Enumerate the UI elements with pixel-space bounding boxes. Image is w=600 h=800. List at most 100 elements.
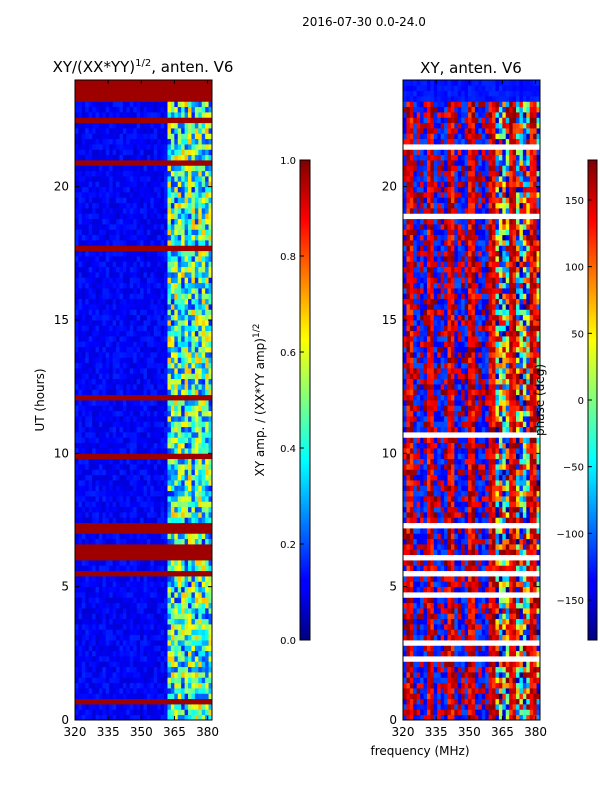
heatmap-cell xyxy=(153,181,158,188)
heatmap-cell xyxy=(85,464,90,470)
heatmap-cell xyxy=(105,464,110,470)
heatmap-cell xyxy=(150,101,155,108)
heatmap-cell xyxy=(181,266,185,273)
heatmap-cell xyxy=(88,389,93,396)
heatmap-cell xyxy=(157,698,162,705)
heatmap-cell xyxy=(75,698,79,705)
heatmap-cell xyxy=(164,432,168,438)
heatmap-cell xyxy=(167,517,172,524)
heatmap-cell xyxy=(122,490,127,497)
heatmap-cell xyxy=(194,90,199,97)
heatmap-cell xyxy=(140,448,144,454)
heatmap-cell xyxy=(98,320,103,326)
heatmap-cell xyxy=(102,597,107,604)
heatmap-cell xyxy=(174,592,179,598)
heatmap-cell xyxy=(447,709,452,716)
heatmap-cell xyxy=(191,128,196,134)
heatmap-cell xyxy=(95,133,100,140)
heatmap-cell xyxy=(177,122,182,129)
heatmap-cell xyxy=(85,634,90,641)
heatmap-cell xyxy=(413,698,418,705)
heatmap-cell xyxy=(109,176,114,182)
heatmap-cell xyxy=(75,144,79,150)
heatmap-cell xyxy=(81,325,86,332)
heatmap-cell xyxy=(160,416,165,422)
heatmap-cell xyxy=(78,608,83,614)
heatmap-cell xyxy=(116,277,120,284)
heatmap-cell xyxy=(170,373,175,380)
heatmap-cell xyxy=(198,362,203,369)
heatmap-cell xyxy=(167,570,172,577)
heatmap-cell xyxy=(153,250,158,257)
heatmap-cell xyxy=(88,474,93,481)
heatmap-cell xyxy=(170,464,175,470)
heatmap-cell xyxy=(201,714,206,720)
y-tick-label: 5 xyxy=(61,580,69,594)
heatmap-cell xyxy=(133,405,138,412)
heatmap-cell xyxy=(184,538,189,545)
heatmap-cell xyxy=(191,181,196,188)
heatmap-cell xyxy=(205,314,209,321)
heatmap-cell xyxy=(88,170,93,177)
heatmap-cell xyxy=(181,96,185,102)
heatmap-cell xyxy=(153,624,158,630)
heatmap-cell xyxy=(426,709,431,716)
heatmap-cell xyxy=(205,85,209,92)
heatmap-cell xyxy=(119,565,124,572)
heatmap-cell xyxy=(136,277,141,284)
heatmap-cell xyxy=(205,522,209,529)
heatmap-cell xyxy=(98,277,103,284)
heatmap-cell xyxy=(88,144,93,150)
heatmap-cell xyxy=(437,709,442,716)
heatmap-cell xyxy=(81,240,86,246)
heatmap-cell xyxy=(78,213,83,220)
heatmap-cell xyxy=(157,608,162,614)
heatmap-cell xyxy=(167,448,172,454)
heatmap-cell xyxy=(146,293,151,300)
heatmap-cell xyxy=(109,309,114,316)
heatmap-cell xyxy=(205,629,209,636)
heatmap-cell xyxy=(85,410,90,417)
heatmap-cell xyxy=(150,261,155,268)
heatmap-cell xyxy=(105,426,110,433)
heatmap-cell xyxy=(150,618,155,625)
heatmap-cell xyxy=(191,101,196,108)
heatmap-cell xyxy=(157,336,162,342)
heatmap-cell xyxy=(136,128,141,134)
heatmap-cell xyxy=(201,522,206,529)
heatmap-cell xyxy=(88,560,93,566)
heatmap-cell xyxy=(157,314,162,321)
heatmap-cell xyxy=(105,501,110,508)
heatmap-cell xyxy=(126,506,131,513)
heatmap-cell xyxy=(188,330,192,337)
heatmap-cell xyxy=(136,224,141,230)
heatmap-cell xyxy=(208,80,212,86)
heatmap-cell xyxy=(146,581,151,588)
heatmap-cell xyxy=(153,538,158,545)
heatmap-cell xyxy=(95,298,100,305)
heatmap-cell xyxy=(177,250,182,257)
heatmap-cell xyxy=(102,586,107,593)
heatmap-cell xyxy=(174,101,179,108)
heatmap-cell xyxy=(75,389,79,396)
heatmap-cell xyxy=(126,250,131,257)
heatmap-cell xyxy=(75,474,79,481)
heatmap-cell xyxy=(181,112,185,118)
heatmap-cell xyxy=(95,80,100,86)
heatmap-cell xyxy=(146,197,151,204)
heatmap-cell xyxy=(143,288,148,294)
heatmap-cell xyxy=(198,410,203,417)
heatmap-cell xyxy=(88,682,93,689)
heatmap-cell xyxy=(140,565,144,572)
heatmap-cell xyxy=(78,266,83,273)
heatmap-cell xyxy=(191,400,196,406)
heatmap-cell xyxy=(119,165,124,172)
heatmap-cell xyxy=(167,704,172,710)
heatmap-cell xyxy=(85,645,90,652)
heatmap-cell xyxy=(81,213,86,220)
heatmap-cell xyxy=(129,405,134,412)
heatmap-cell xyxy=(194,597,199,604)
heatmap-cell xyxy=(198,112,203,118)
heatmap-cell xyxy=(194,464,199,470)
heatmap-cell xyxy=(181,384,185,390)
